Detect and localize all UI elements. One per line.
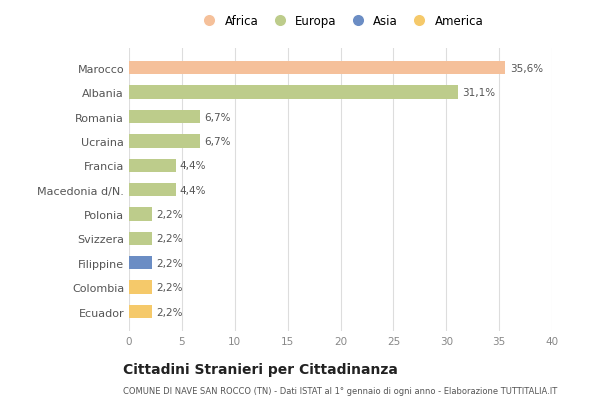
Legend: Africa, Europa, Asia, America: Africa, Europa, Asia, America [197,16,484,29]
Bar [129,232,152,245]
Bar [129,208,152,221]
Bar [129,62,505,75]
Bar [129,256,152,270]
Bar [129,86,458,100]
Text: 6,7%: 6,7% [204,112,230,122]
Text: 2,2%: 2,2% [157,283,183,292]
Text: 6,7%: 6,7% [204,137,230,146]
Text: 35,6%: 35,6% [510,64,543,74]
Bar [129,135,200,148]
Text: 2,2%: 2,2% [157,234,183,244]
Bar [129,159,176,173]
Text: 4,4%: 4,4% [180,161,206,171]
Text: 2,2%: 2,2% [157,258,183,268]
Bar [129,110,200,124]
Text: COMUNE DI NAVE SAN ROCCO (TN) - Dati ISTAT al 1° gennaio di ogni anno - Elaboraz: COMUNE DI NAVE SAN ROCCO (TN) - Dati IST… [123,387,557,396]
Text: 4,4%: 4,4% [180,185,206,195]
Text: Cittadini Stranieri per Cittadinanza: Cittadini Stranieri per Cittadinanza [123,362,398,376]
Bar [129,184,176,197]
Bar [129,281,152,294]
Bar [129,305,152,319]
Text: 31,1%: 31,1% [462,88,495,98]
Text: 2,2%: 2,2% [157,307,183,317]
Text: 2,2%: 2,2% [157,209,183,220]
